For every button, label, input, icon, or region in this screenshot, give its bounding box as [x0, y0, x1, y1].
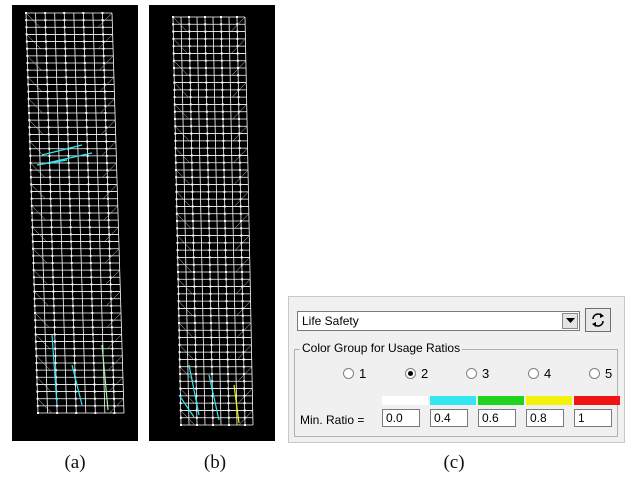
radio-dot[interactable] — [343, 368, 354, 379]
min-ratio-input-3[interactable]: 0.6 — [478, 409, 516, 427]
color-swatch-2 — [430, 396, 476, 405]
min-ratio-label: Min. Ratio = — [300, 413, 365, 427]
radio-dot[interactable] — [589, 368, 600, 379]
radio-label: 2 — [421, 366, 429, 381]
radio-label: 1 — [359, 366, 367, 381]
structure-model-view-b — [149, 5, 275, 441]
performance-level-dropdown[interactable]: Life Safety — [297, 311, 580, 331]
caption-c: (c) — [443, 452, 465, 473]
min-ratio-input-2[interactable]: 0.4 — [430, 409, 468, 427]
radio-dot[interactable] — [466, 368, 477, 379]
color-swatch-1 — [382, 396, 428, 405]
radio-label: 3 — [482, 366, 490, 381]
min-ratio-input-1[interactable]: 0.0 — [382, 409, 420, 427]
dropdown-button[interactable] — [562, 313, 578, 329]
radio-label: 4 — [544, 366, 552, 381]
radio-dot[interactable] — [405, 368, 416, 379]
wireframe-frame-a — [25, 12, 125, 414]
caption-b: (b) — [203, 452, 227, 473]
dropdown-value: Life Safety — [302, 314, 359, 328]
color-swatch-5 — [574, 396, 620, 405]
wireframe-frame-b — [172, 16, 254, 426]
min-ratio-input-5[interactable]: 1 — [574, 409, 612, 427]
group-title: Color Group for Usage Ratios — [300, 341, 463, 355]
structure-model-view-a — [12, 5, 138, 441]
radio-label: 5 — [605, 366, 613, 381]
refresh-button[interactable] — [585, 308, 611, 332]
chevron-down-icon — [566, 318, 575, 323]
usage-ratio-panel: Life Safety Color Group for Usage Ratios… — [288, 296, 625, 443]
color-swatch-4 — [526, 396, 572, 405]
color-swatch-3 — [478, 396, 524, 405]
color-group-box: Color Group for Usage Ratios 1 2 3 4 5 M… — [294, 341, 620, 437]
min-ratio-input-4[interactable]: 0.8 — [526, 409, 564, 427]
radio-dot[interactable] — [528, 368, 539, 379]
caption-a: (a) — [64, 452, 86, 473]
refresh-icon — [592, 313, 604, 327]
